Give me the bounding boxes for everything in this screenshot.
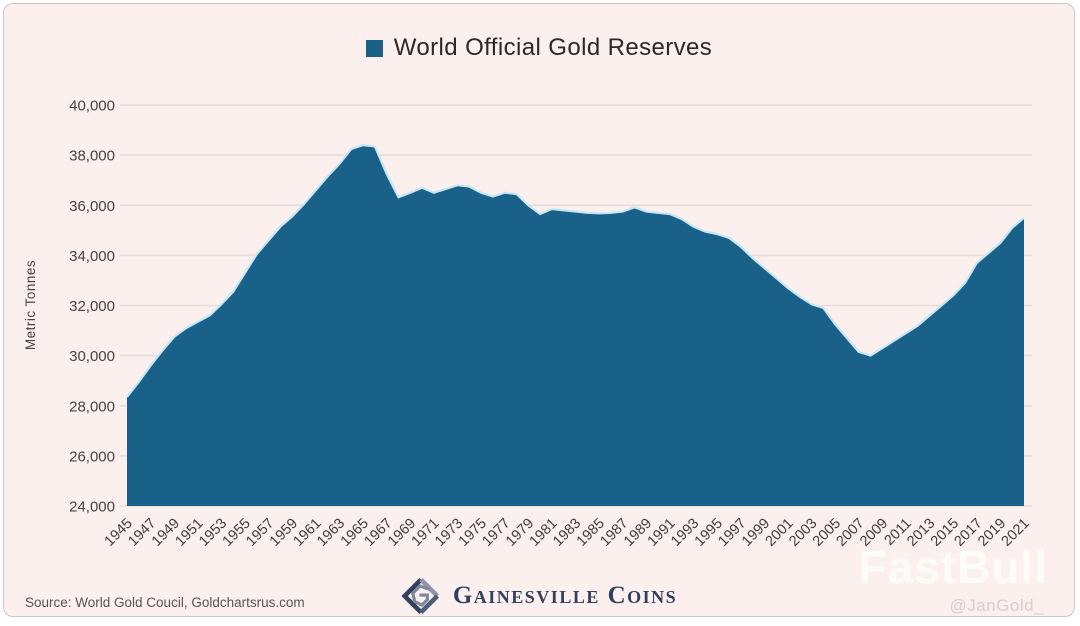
y-axis-title: Metric Tonnes <box>23 260 38 350</box>
svg-text:2021: 2021 <box>999 516 1033 550</box>
legend: World Official Gold Reserves <box>4 34 1074 62</box>
brand-name: Gainesville Coins <box>452 582 678 609</box>
brand-lockup: Gainesville Coins <box>4 576 1074 616</box>
gainesville-coins-logo-icon <box>401 578 439 614</box>
svg-text:40,000: 40,000 <box>69 98 115 115</box>
svg-text:38,000: 38,000 <box>69 148 115 165</box>
source-note: Source: World Gold Coucil, Goldchartsrus… <box>25 595 305 610</box>
reserves-edge-line <box>126 143 1025 398</box>
legend-swatch-icon <box>365 39 383 57</box>
fastbull-watermark: FastBull <box>858 541 1048 593</box>
svg-text:24,000: 24,000 <box>69 499 115 516</box>
svg-text:32,000: 32,000 <box>69 298 115 315</box>
svg-text:30,000: 30,000 <box>69 348 115 365</box>
svg-text:36,000: 36,000 <box>69 198 115 215</box>
chart-title: World Official Gold Reserves <box>393 34 713 61</box>
reserves-area-series <box>127 145 1024 506</box>
svg-text:28,000: 28,000 <box>69 398 115 415</box>
author-handle: @JanGold_ <box>949 596 1044 615</box>
svg-text:26,000: 26,000 <box>69 448 115 465</box>
x-axis-tick-labels: 1945194719491951195319551957195919611963… <box>102 516 1033 550</box>
gold-reserves-area-chart: 40,000 38,000 36,000 34,000 32,000 30,000 28,0… <box>23 98 1033 550</box>
svg-text:34,000: 34,000 <box>69 248 115 265</box>
chart-card: World Official Gold Reserves FastBull 40… <box>3 3 1075 617</box>
y-axis-tick-labels: 40,000 38,000 36,000 34,000 32,000 30,000 28,0… <box>69 98 115 516</box>
